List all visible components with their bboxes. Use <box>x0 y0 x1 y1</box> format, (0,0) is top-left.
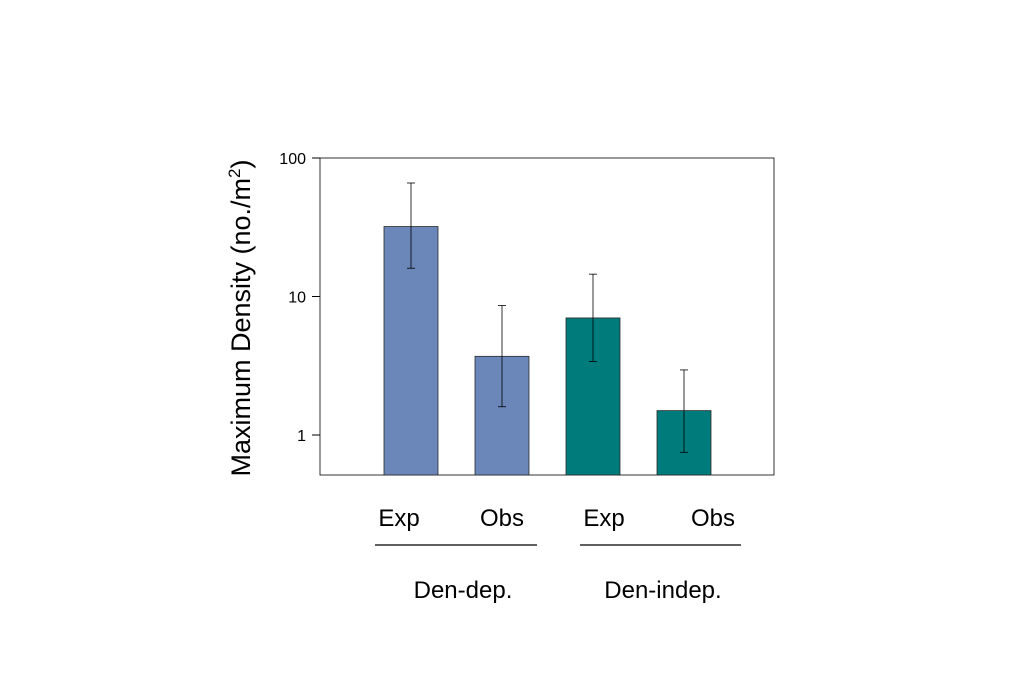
y-axis-title: Maximum Density (no./m2) <box>225 159 256 476</box>
y-axis: 1 10 100 <box>279 151 320 445</box>
y-axis-title-text: Maximum Density (no./m <box>226 178 256 477</box>
y-axis-title-close: ) <box>226 159 256 168</box>
bars-layer <box>383 226 712 476</box>
x-category-label: Exp <box>378 505 419 532</box>
error-bars-layer <box>407 182 688 453</box>
x-axis: Exp Obs Exp Obs Den-dep. Den-indep. <box>375 505 741 604</box>
plot-area-frame <box>319 157 775 476</box>
y-axis-title-superscript: 2 <box>225 168 244 177</box>
y-tick-label: 1 <box>297 428 306 445</box>
group-label: Den-indep. <box>604 577 721 604</box>
x-category-label: Obs <box>691 505 735 532</box>
y-tick-label: 10 <box>288 290 306 307</box>
y-tick-label: 100 <box>279 151 306 168</box>
x-category-label: Obs <box>480 505 524 532</box>
group-label: Den-dep. <box>414 577 513 604</box>
x-category-label: Exp <box>583 505 624 532</box>
